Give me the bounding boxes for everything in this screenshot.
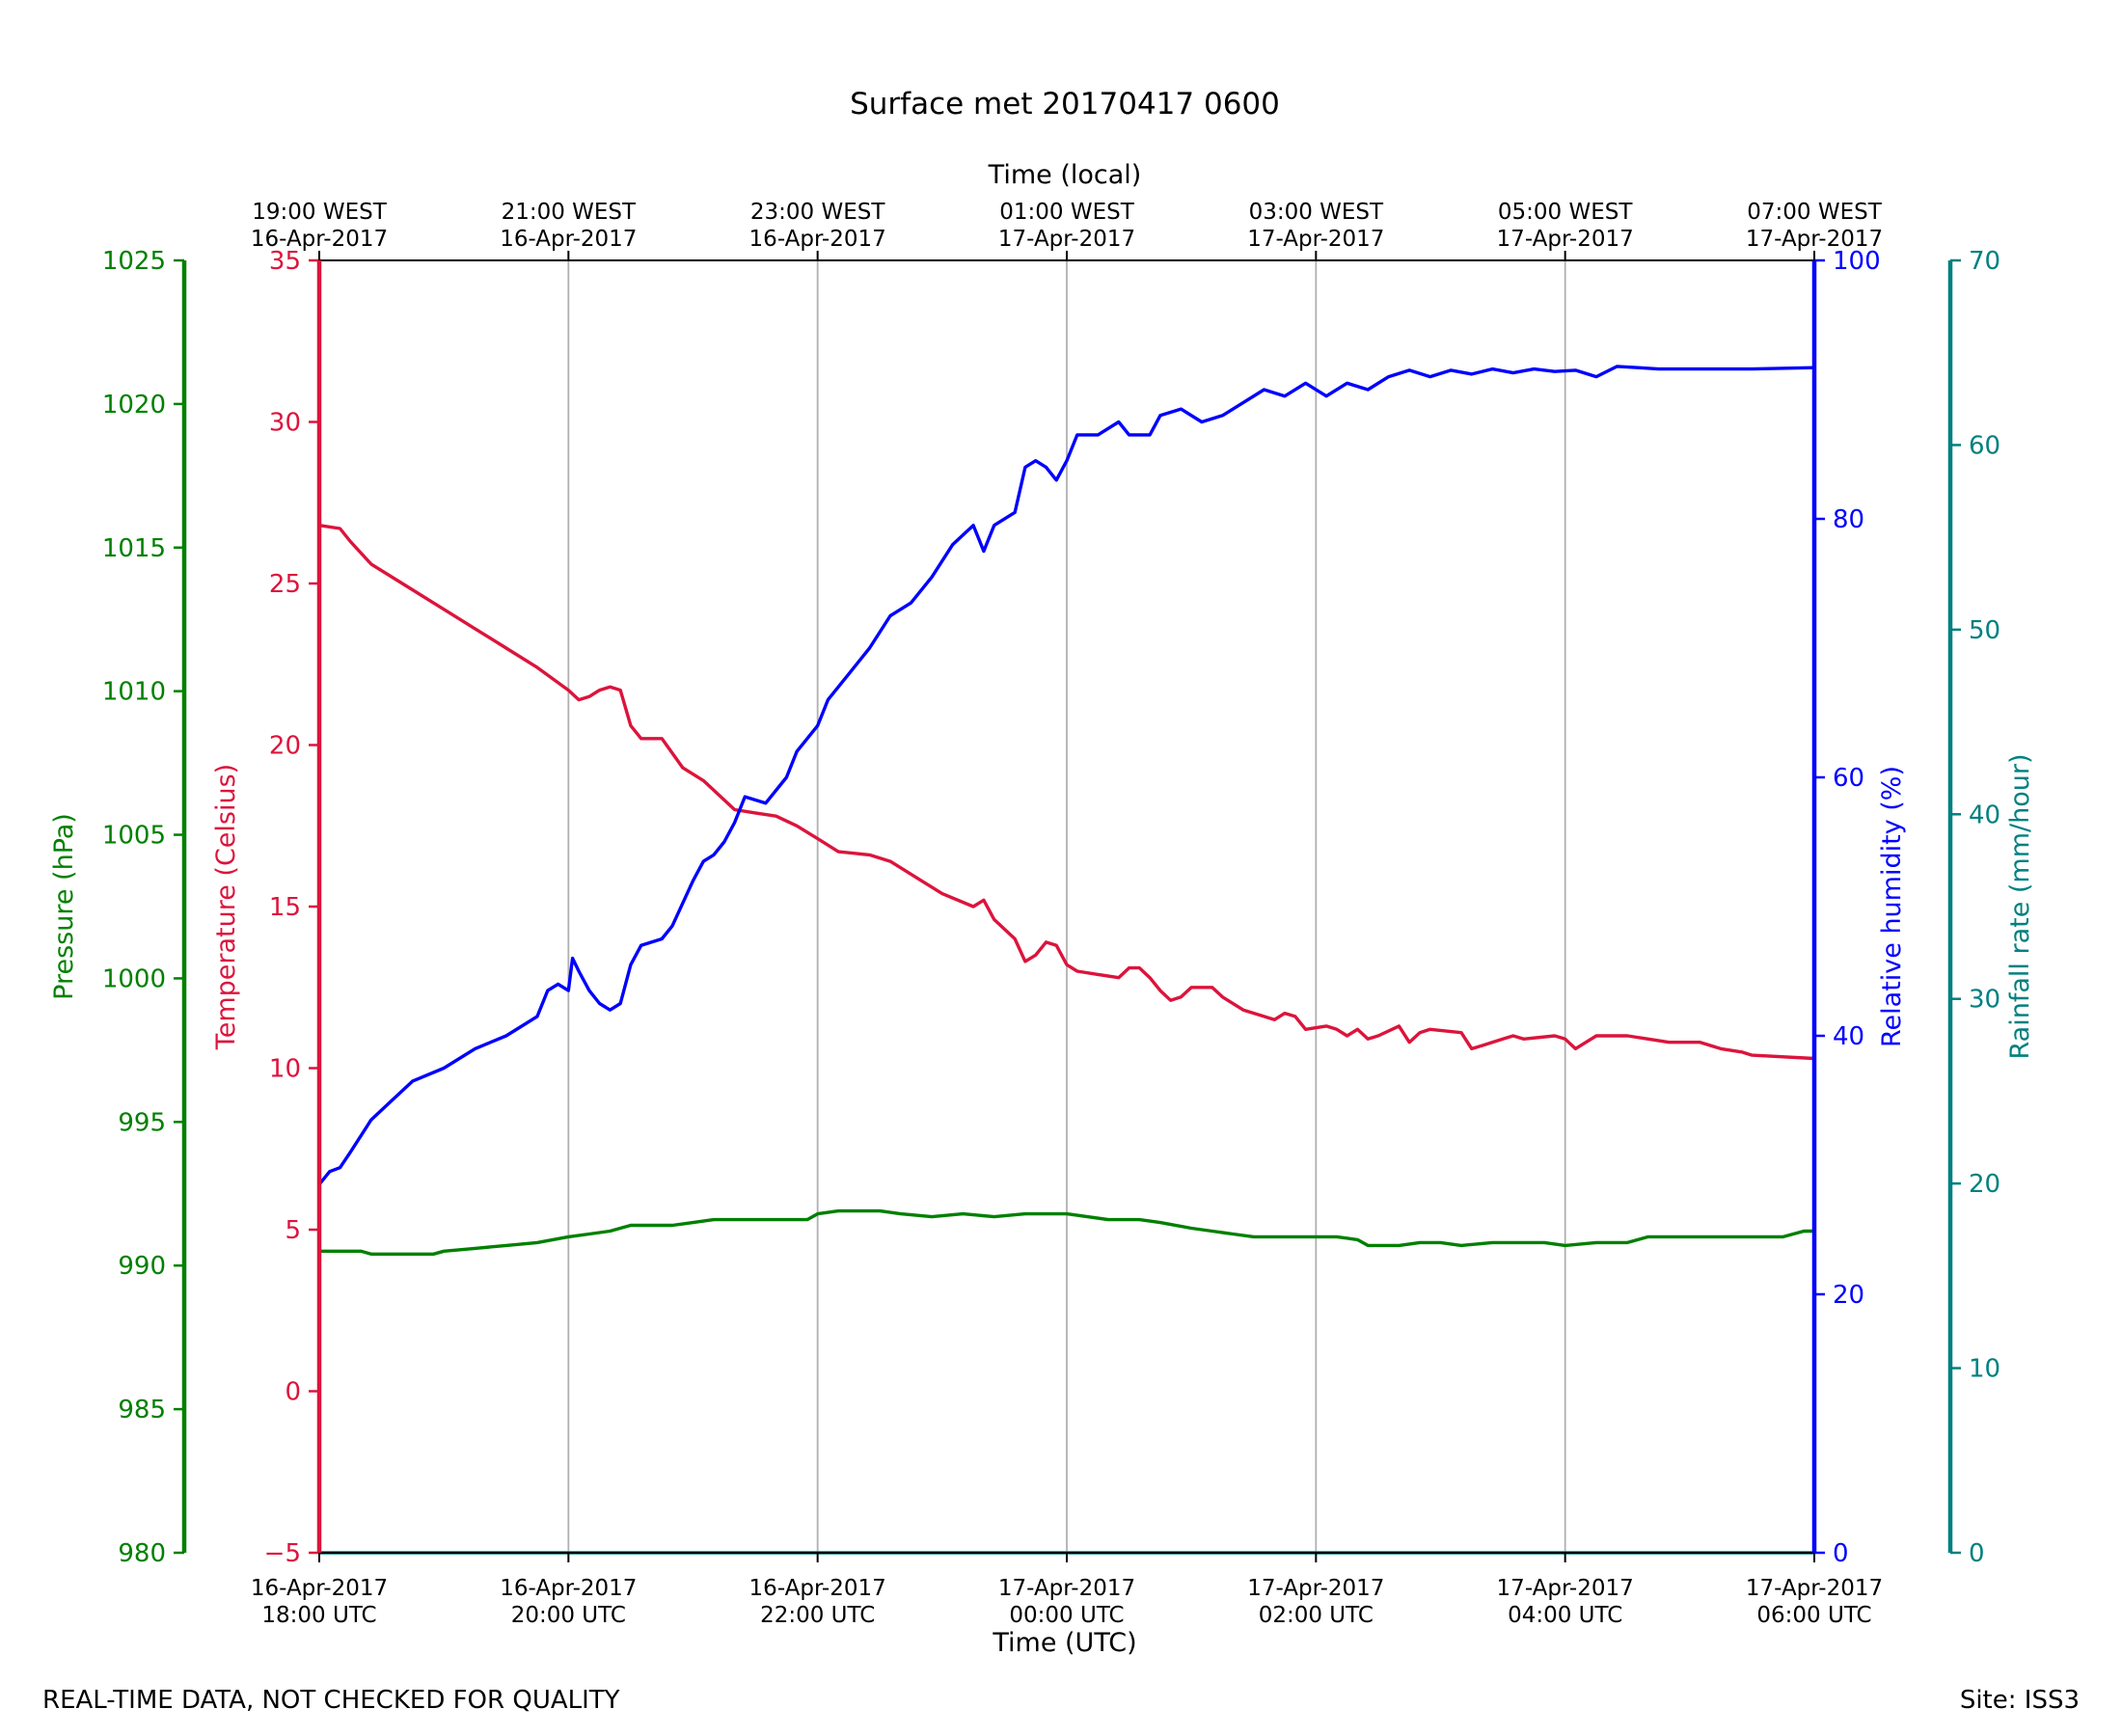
quality-disclaimer: REAL-TIME DATA, NOT CHECKED FOR QUALITY bbox=[42, 1686, 620, 1715]
pressure-tick-label: 1005 bbox=[102, 822, 166, 851]
temperature-tick-label: 5 bbox=[285, 1216, 301, 1245]
x-tick-label-top: 23:00 WEST 16-Apr-2017 bbox=[749, 200, 886, 252]
x-tick-label-bottom: 16-Apr-2017 18:00 UTC bbox=[251, 1576, 388, 1628]
x-tick-label-bottom: 17-Apr-2017 02:00 UTC bbox=[1247, 1576, 1384, 1628]
x-tick-label-top: 01:00 WEST 17-Apr-2017 bbox=[998, 200, 1135, 252]
pressure-tick-label: 1000 bbox=[102, 964, 166, 993]
x-tick-label-bottom: 17-Apr-2017 04:00 UTC bbox=[1497, 1576, 1634, 1628]
humidity-tick-label: 60 bbox=[1833, 764, 1864, 793]
x-tick-label-bottom: 16-Apr-2017 22:00 UTC bbox=[749, 1576, 886, 1628]
humidity-tick-label: 80 bbox=[1833, 505, 1864, 534]
humidity-tick-label: 20 bbox=[1833, 1281, 1864, 1310]
temperature-axis-label: Temperature (Celsius) bbox=[211, 764, 241, 1050]
temperature-series-line bbox=[318, 524, 1815, 1061]
axes: 980985990995100010051010101510201025Pres… bbox=[49, 247, 2035, 1568]
rainfall-tick-label: 40 bbox=[1969, 800, 2000, 829]
temperature-tick-label: 30 bbox=[269, 409, 301, 438]
chart-title: Surface met 20170417 0600 bbox=[850, 87, 1280, 122]
pressure-series-line bbox=[319, 1208, 1814, 1257]
rainfall-tick-label: 10 bbox=[1969, 1355, 2000, 1384]
humidity-axis-label: Relative humidity (%) bbox=[1877, 766, 1907, 1047]
time-axis-ticks: 16-Apr-2017 18:00 UTC 19:00 WEST 16-Apr-201… bbox=[251, 200, 1883, 1628]
temperature-tick-label: −5 bbox=[264, 1539, 301, 1568]
humidity-tick-label: 0 bbox=[1833, 1539, 1849, 1568]
x-tick-label-bottom: 16-Apr-2017 20:00 UTC bbox=[500, 1576, 637, 1628]
pressure-tick-label: 1015 bbox=[102, 534, 166, 563]
humidity-tick-label: 40 bbox=[1833, 1022, 1864, 1051]
temperature-tick-label: 20 bbox=[269, 732, 301, 761]
rainfall-tick-label: 50 bbox=[1969, 616, 2000, 645]
x-tick-label-top: 07:00 WEST 17-Apr-2017 bbox=[1746, 200, 1883, 252]
x-axis-label-top: Time (local) bbox=[988, 160, 1142, 190]
temperature-tick-label: 0 bbox=[285, 1378, 301, 1407]
pressure-axis-label: Pressure (hPa) bbox=[49, 813, 79, 1000]
x-tick-label-bottom: 17-Apr-2017 00:00 UTC bbox=[998, 1576, 1135, 1628]
rainfall-tick-label: 20 bbox=[1969, 1170, 2000, 1199]
rainfall-tick-label: 30 bbox=[1969, 986, 2000, 1015]
rainfall-tick-label: 70 bbox=[1969, 247, 2000, 276]
pressure-tick-label: 1025 bbox=[102, 247, 166, 276]
pressure-tick-label: 990 bbox=[118, 1252, 166, 1281]
rainfall-tick-label: 60 bbox=[1969, 431, 2000, 460]
pressure-tick-label: 995 bbox=[118, 1108, 166, 1137]
x-tick-label-top: 05:00 WEST 17-Apr-2017 bbox=[1497, 200, 1634, 252]
temperature-tick-label: 35 bbox=[269, 247, 301, 276]
humidity-tick-label: 100 bbox=[1833, 247, 1881, 276]
x-tick-label-top: 21:00 WEST 16-Apr-2017 bbox=[500, 200, 637, 252]
x-tick-label-top: 03:00 WEST 17-Apr-2017 bbox=[1247, 200, 1384, 252]
x-tick-label-top: 19:00 WEST 16-Apr-2017 bbox=[251, 200, 388, 252]
x-axis-label-bottom: Time (UTC) bbox=[992, 1628, 1136, 1658]
temperature-tick-label: 10 bbox=[269, 1055, 301, 1084]
pressure-tick-label: 980 bbox=[118, 1539, 166, 1568]
pressure-tick-label: 1020 bbox=[102, 391, 166, 420]
x-tick-label-bottom: 17-Apr-2017 06:00 UTC bbox=[1746, 1576, 1883, 1628]
rainfall-axis-label: Rainfall rate (mm/hour) bbox=[2005, 754, 2035, 1060]
site-label: Site: ISS3 bbox=[1960, 1686, 2080, 1715]
rainfall-tick-label: 0 bbox=[1969, 1539, 1985, 1568]
pressure-tick-label: 1010 bbox=[102, 678, 166, 707]
pressure-tick-label: 985 bbox=[118, 1396, 166, 1424]
humidity-series-line bbox=[317, 365, 1815, 1186]
vertical-gridlines bbox=[567, 260, 1566, 1553]
temperature-tick-label: 25 bbox=[269, 570, 301, 599]
temperature-tick-label: 15 bbox=[269, 893, 301, 922]
